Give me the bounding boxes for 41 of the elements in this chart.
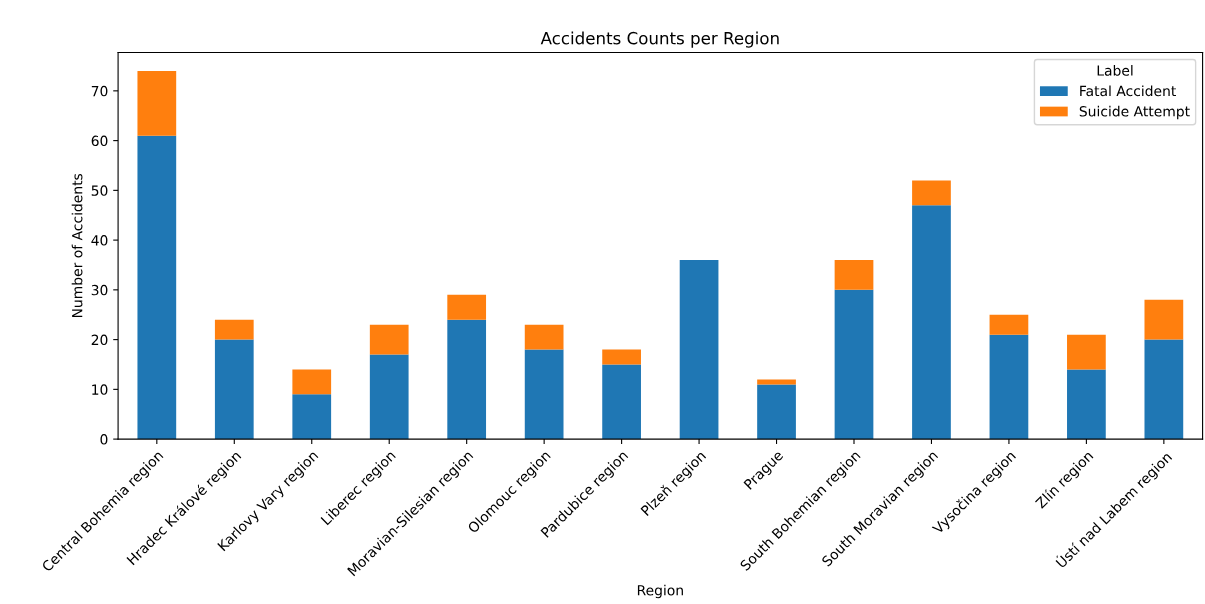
- bar: [137, 135, 177, 440]
- y-tick-label: 60: [91, 135, 108, 147]
- bar: [214, 319, 254, 340]
- bar: [292, 394, 332, 440]
- y-axis-title: Number of Accidents: [71, 173, 83, 318]
- bar: [1144, 339, 1184, 440]
- bar: [292, 369, 332, 395]
- bar: [757, 379, 796, 385]
- bar: [524, 349, 564, 440]
- bar: [602, 364, 641, 440]
- bar: [989, 314, 1029, 335]
- bar: [834, 260, 874, 290]
- bar: [447, 294, 487, 320]
- bar: [524, 324, 564, 350]
- legend-title: Label: [1097, 65, 1133, 76]
- bar: [602, 349, 641, 365]
- y-tick-label: 10: [92, 384, 108, 395]
- y-tick-label: 70: [91, 85, 108, 97]
- y-tick-label: 0: [100, 434, 108, 445]
- bar: [369, 324, 409, 355]
- bar: [757, 384, 796, 440]
- bar: [447, 319, 487, 440]
- bar: [834, 289, 874, 440]
- bar: [989, 334, 1029, 440]
- y-tick-label: 50: [91, 185, 108, 196]
- legend-label: Fatal Accident: [1080, 85, 1176, 97]
- chart-title: Accidents Counts per Region: [540, 31, 779, 48]
- bar: [679, 260, 719, 440]
- x-axis-title: Region: [637, 584, 683, 599]
- bar: [137, 70, 177, 136]
- y-tick-label: 30: [91, 284, 108, 296]
- bar: [1067, 334, 1106, 370]
- bar: [1144, 299, 1184, 340]
- y-tick-label: 20: [91, 334, 108, 346]
- legend-label: Suicide Attempt: [1079, 105, 1190, 120]
- bar: [1067, 369, 1106, 440]
- y-tick-label: 40: [91, 235, 108, 246]
- bar: [912, 205, 951, 440]
- bar: [369, 354, 409, 440]
- bar: [214, 339, 254, 440]
- bar: [912, 180, 951, 206]
